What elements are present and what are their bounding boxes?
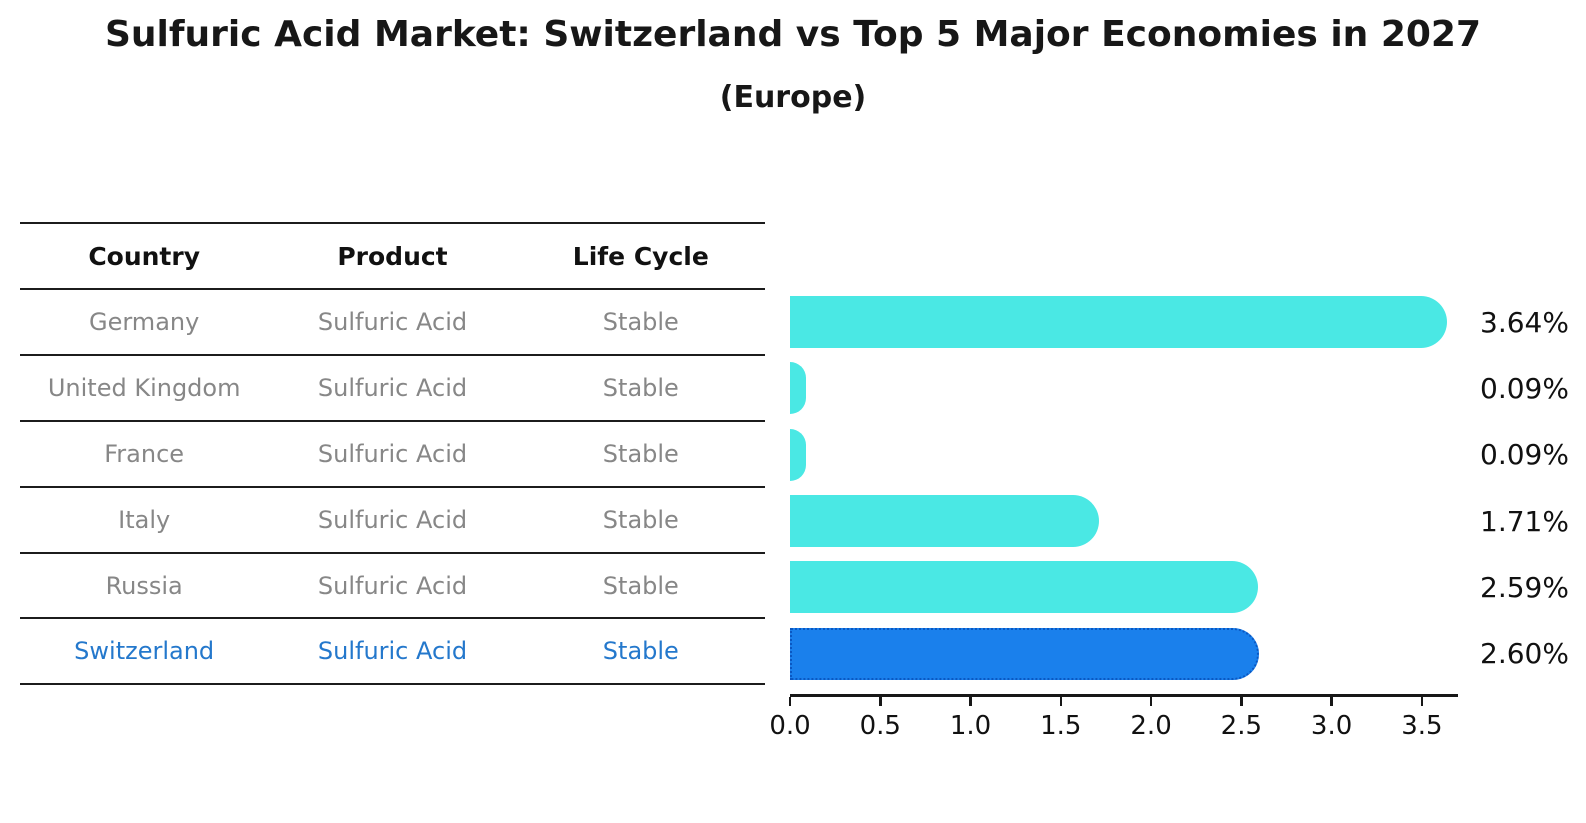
bar-france xyxy=(790,428,807,481)
bar-row xyxy=(790,355,1458,421)
value-label: 0.09% xyxy=(1480,371,1569,405)
bar-russia xyxy=(790,561,1258,614)
bar-united-kingdom xyxy=(790,362,807,415)
tick-label: 1.0 xyxy=(949,711,992,741)
tick-label: 0.5 xyxy=(859,711,901,741)
table-row: Russia Sulfuric Acid Stable xyxy=(20,554,765,620)
bar-row xyxy=(790,422,1458,488)
country-cell: Russia xyxy=(105,571,183,600)
tick-mark xyxy=(1240,697,1243,706)
bar-row xyxy=(790,554,1458,620)
tick-mark xyxy=(969,697,972,706)
tick-label: 3.5 xyxy=(1401,711,1443,741)
tick-mark xyxy=(879,697,882,706)
bar-germany xyxy=(790,296,1448,348)
country-cell: Germany xyxy=(89,307,200,336)
bar-row xyxy=(790,621,1458,687)
table-row: United Kingdom Sulfuric Acid Stable xyxy=(20,356,765,422)
column-header-life-cycle: Life Cycle xyxy=(572,241,709,271)
bar-chart-plot-area xyxy=(790,289,1458,687)
tick-label: 3.0 xyxy=(1310,711,1353,741)
product-cell: Sulfuric Acid xyxy=(317,505,468,534)
bar-value-labels: 3.64% 0.09% 0.09% 1.71% 2.59% 2.60% xyxy=(1480,289,1586,687)
value-label: 1.71% xyxy=(1480,504,1569,538)
product-cell: Sulfuric Acid xyxy=(317,637,468,666)
tick-label: 2.5 xyxy=(1220,711,1263,741)
bar-row xyxy=(790,289,1458,355)
country-cell: France xyxy=(104,439,185,468)
value-label: 3.64% xyxy=(1480,305,1569,339)
country-cell: Switzerland xyxy=(74,637,215,666)
column-header-product: Product xyxy=(337,241,448,271)
value-label: 2.59% xyxy=(1480,570,1569,604)
comparison-table: Country Product Life Cycle Germany Sulfu… xyxy=(20,222,765,686)
country-cell: Italy xyxy=(118,505,171,534)
bar-italy xyxy=(790,494,1099,547)
country-cell: United Kingdom xyxy=(47,373,241,402)
table-header-row: Country Product Life Cycle xyxy=(20,224,765,290)
column-header-country: Country xyxy=(88,241,201,271)
table-row: Germany Sulfuric Acid Stable xyxy=(20,290,765,356)
tick-mark xyxy=(1149,697,1153,706)
tick-label: 2.0 xyxy=(1130,711,1172,741)
tick-label: 0.0 xyxy=(769,711,811,741)
product-cell: Sulfuric Acid xyxy=(317,571,468,600)
bar-switzerland xyxy=(790,627,1260,680)
table-row-switzerland: Switzerland Sulfuric Acid Stable xyxy=(20,619,765,683)
tick-mark xyxy=(1059,697,1063,706)
product-cell: Sulfuric Acid xyxy=(317,373,468,402)
tick-mark xyxy=(1330,697,1333,706)
life-cycle-cell: Stable xyxy=(602,637,679,666)
tick-mark xyxy=(1420,697,1424,706)
table-row: France Sulfuric Acid Stable xyxy=(20,422,765,488)
x-axis-line xyxy=(790,694,1458,697)
product-cell: Sulfuric Acid xyxy=(317,307,468,336)
life-cycle-cell: Stable xyxy=(602,439,679,468)
tick-label: 1.5 xyxy=(1040,711,1082,741)
tick-mark xyxy=(788,697,792,706)
value-label: 0.09% xyxy=(1480,438,1569,472)
life-cycle-cell: Stable xyxy=(602,373,679,402)
value-label: 2.60% xyxy=(1480,637,1569,671)
life-cycle-cell: Stable xyxy=(602,307,679,336)
life-cycle-cell: Stable xyxy=(602,571,679,600)
chart-title: Sulfuric Acid Market: Switzerland vs Top… xyxy=(104,14,1482,55)
product-cell: Sulfuric Acid xyxy=(317,439,468,468)
bar-row xyxy=(790,488,1458,554)
table-row: Italy Sulfuric Acid Stable xyxy=(20,488,765,554)
chart-subtitle: (Europe) xyxy=(719,80,867,115)
life-cycle-cell: Stable xyxy=(602,505,679,534)
